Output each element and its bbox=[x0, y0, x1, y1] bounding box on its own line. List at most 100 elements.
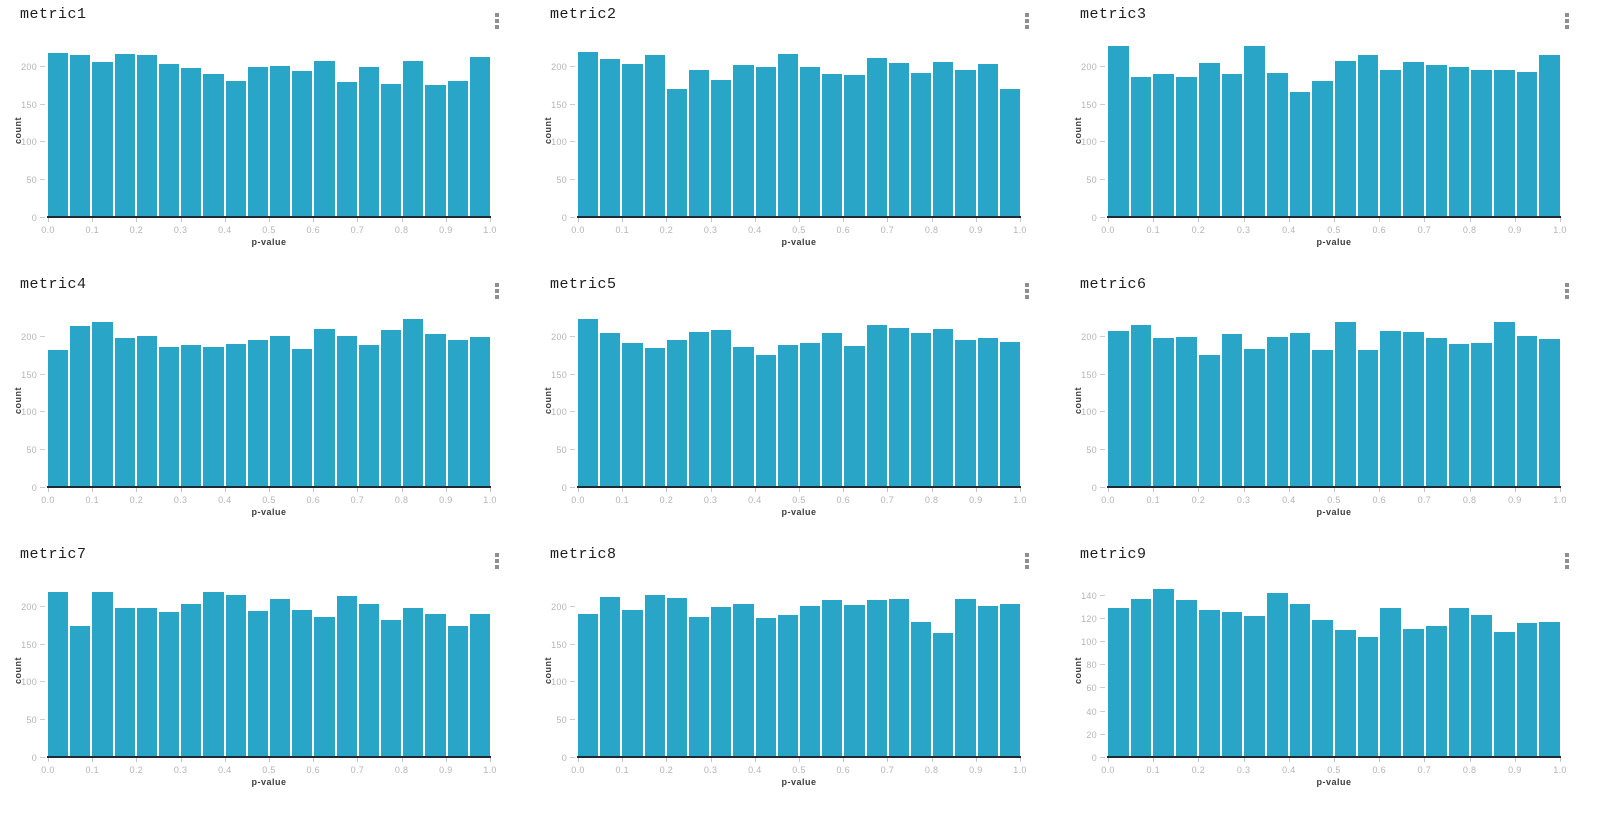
x-axis-tick-label: 0.4 bbox=[1282, 765, 1296, 775]
y-axis-tick-mark bbox=[1100, 687, 1105, 689]
histogram-bar bbox=[159, 612, 180, 758]
histogram-bar bbox=[92, 62, 113, 218]
histogram-bar bbox=[358, 67, 380, 218]
y-axis-tick-label: 120 bbox=[1081, 613, 1097, 624]
histogram-bar bbox=[1312, 81, 1334, 218]
panel-metric5: metric5 count 0 50 100 150 200 0.0 0.1 0.2 0.3 0.… bbox=[530, 270, 1060, 540]
chart-title: metric7 bbox=[20, 546, 87, 563]
histogram-bar bbox=[70, 326, 91, 488]
y-axis-tick-label: 80 bbox=[1086, 660, 1097, 671]
x-axis-tick-label: 1.0 bbox=[1553, 225, 1567, 235]
x-axis-tick-label: 0.4 bbox=[748, 765, 762, 775]
x-axis-label: p-value bbox=[1316, 777, 1352, 787]
histogram-bar bbox=[70, 625, 91, 758]
x-axis-line bbox=[577, 756, 1021, 758]
histogram-bar bbox=[1108, 608, 1129, 758]
y-axis-tick-mark bbox=[1100, 217, 1105, 218]
x-axis-tick-mark bbox=[1153, 758, 1155, 762]
kebab-menu-icon[interactable] bbox=[1025, 553, 1029, 557]
y-axis-tick-label: 200 bbox=[21, 61, 37, 72]
kebab-menu-icon[interactable] bbox=[495, 13, 499, 17]
y-axis-tick-mark bbox=[1100, 335, 1105, 337]
y-axis-tick-mark bbox=[1100, 757, 1105, 758]
x-axis-tick-mark bbox=[622, 758, 624, 762]
x-axis-tick-label: 0.3 bbox=[173, 765, 188, 775]
histogram-bar bbox=[358, 603, 380, 758]
kebab-menu-icon[interactable] bbox=[1025, 283, 1029, 287]
kebab-menu-icon[interactable] bbox=[495, 283, 499, 287]
histogram-bar bbox=[644, 595, 665, 758]
x-axis-tick-mark bbox=[799, 218, 800, 222]
histogram-bar bbox=[711, 606, 732, 758]
x-axis-tick-label: 0.4 bbox=[748, 225, 762, 235]
y-axis-tick-label: 0 bbox=[561, 753, 567, 763]
x-axis-label: p-value bbox=[1316, 507, 1352, 517]
histogram-bar bbox=[1153, 588, 1175, 758]
y-axis-tick-label: 140 bbox=[1081, 590, 1097, 601]
histogram-bar bbox=[247, 611, 269, 758]
histogram-bar bbox=[247, 339, 269, 488]
x-axis-tick-label: 0.9 bbox=[439, 495, 453, 505]
x-axis-tick-label: 0.8 bbox=[1462, 225, 1477, 235]
x-axis-tick-label: 0.7 bbox=[1417, 495, 1432, 505]
histogram-bar bbox=[292, 71, 313, 218]
y-axis-tick-mark bbox=[1100, 141, 1105, 143]
x-axis-tick-label: 0.6 bbox=[836, 225, 850, 235]
y-axis-tick-label: 150 bbox=[21, 639, 37, 650]
x-axis-tick-label: 0.8 bbox=[1462, 495, 1477, 505]
kebab-menu-icon[interactable] bbox=[495, 553, 499, 557]
kebab-menu-icon[interactable] bbox=[1565, 13, 1569, 17]
panel-metric7: metric7 count 0 50 100 150 200 0.0 0.1 0.2 0.3 0.… bbox=[0, 540, 530, 819]
histogram-bar bbox=[644, 348, 665, 488]
x-axis-label: p-value bbox=[781, 237, 817, 247]
x-axis-line bbox=[577, 486, 1021, 488]
histogram-bar bbox=[755, 354, 776, 488]
histogram-bar bbox=[1493, 69, 1515, 218]
x-axis-tick-label: 0.0 bbox=[41, 225, 55, 235]
y-axis-tick-mark bbox=[1100, 103, 1105, 105]
chart-title: metric1 bbox=[20, 6, 87, 23]
kebab-menu-icon[interactable] bbox=[1025, 13, 1029, 17]
x-axis-tick-label: 0.9 bbox=[1508, 765, 1522, 775]
x-axis-tick-mark bbox=[1288, 758, 1290, 762]
histogram-bar bbox=[844, 75, 865, 218]
histogram-bar bbox=[469, 336, 491, 488]
x-axis-tick-label: 0.1 bbox=[1146, 495, 1160, 505]
x-axis-tick-mark bbox=[1424, 758, 1426, 762]
y-axis-tick-label: 50 bbox=[1086, 445, 1097, 456]
x-axis-tick-label: 0.9 bbox=[1508, 225, 1522, 235]
x-axis-tick-label: 0.0 bbox=[1101, 765, 1115, 775]
kebab-menu-icon[interactable] bbox=[1565, 553, 1569, 557]
histogram-bar bbox=[644, 54, 665, 218]
histogram-plot: 0 50 100 150 200 0.0 0.1 0.2 0.3 0.4 0.5 0.6 0.7 0.8 0… bbox=[21, 44, 496, 235]
kebab-menu-icon[interactable] bbox=[1565, 283, 1569, 287]
histogram-bar bbox=[600, 59, 621, 218]
x-axis-line bbox=[1107, 216, 1561, 218]
histogram-bar bbox=[866, 599, 887, 758]
panel-metric4: metric4 count 0 50 100 150 200 0.0 0.1 0.2 0.3 0.… bbox=[0, 270, 530, 540]
y-axis-tick-mark bbox=[1100, 641, 1105, 642]
histogram-bars bbox=[48, 314, 491, 488]
histogram-bars bbox=[48, 44, 491, 218]
histogram-bar bbox=[1357, 54, 1379, 218]
histogram-bar bbox=[911, 621, 932, 758]
histogram-bar bbox=[1289, 332, 1311, 488]
histogram-bar bbox=[822, 74, 843, 218]
histogram-bar bbox=[1380, 608, 1402, 758]
panel-metric9: metric9 count 0 20 40 60 80 100 120 140 0.0 0.1 0.… bbox=[1060, 540, 1600, 819]
histogram-bar bbox=[733, 603, 754, 758]
histogram-bar bbox=[578, 614, 599, 758]
histogram-bar bbox=[425, 334, 446, 488]
y-axis-tick-label: 150 bbox=[1081, 369, 1097, 380]
chart-title: metric5 bbox=[550, 276, 617, 293]
histogram-bar bbox=[1198, 609, 1220, 758]
histogram-bar bbox=[48, 350, 69, 488]
panel-metric1: metric1 count 0 50 100 150 200 0.0 0.1 0.2 0.3 0.… bbox=[0, 0, 530, 270]
histogram-bar bbox=[755, 67, 776, 218]
histogram-bar bbox=[1266, 337, 1288, 488]
histogram-bar bbox=[1448, 343, 1470, 488]
histogram-bar bbox=[822, 599, 843, 758]
x-axis-tick-mark bbox=[1288, 488, 1290, 492]
y-axis-tick-label: 50 bbox=[556, 445, 567, 456]
x-axis-tick-label: 0.7 bbox=[350, 495, 365, 505]
